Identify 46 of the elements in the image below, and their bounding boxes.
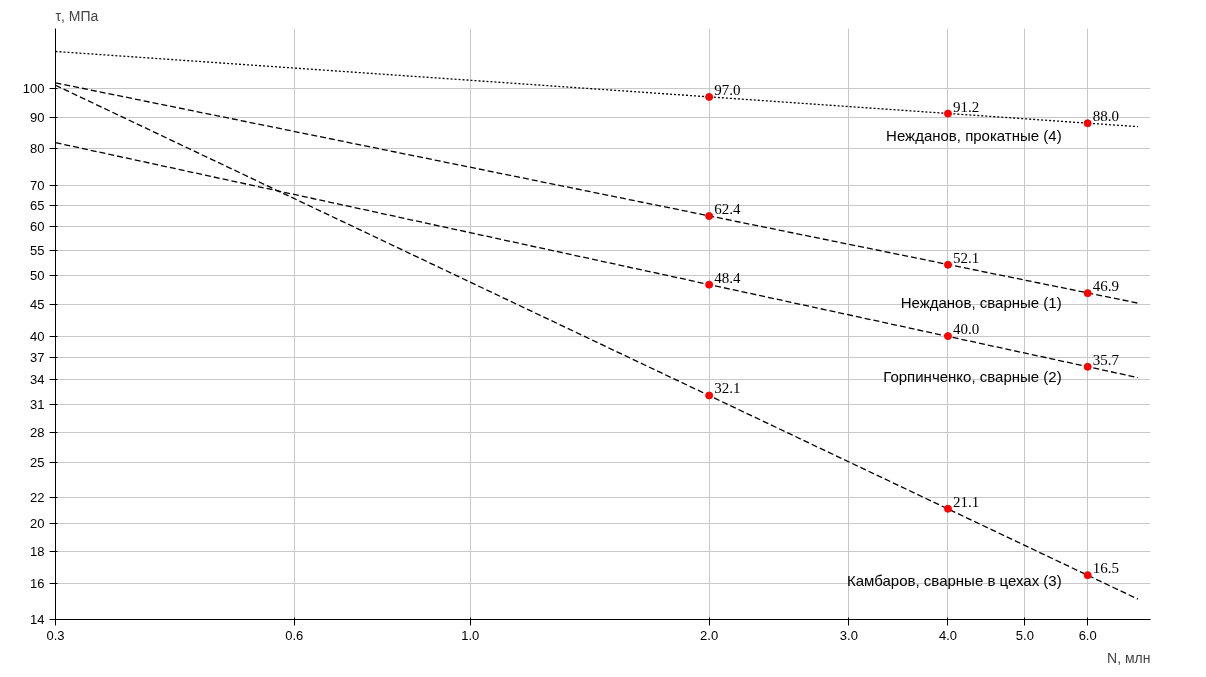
y-tick-label: 25 [30, 455, 45, 471]
data-label: 48.4 [714, 269, 741, 286]
y-tick-label: 80 [30, 141, 45, 157]
series-label: Нежданов, сварные (1) [900, 294, 1062, 312]
y-tick-label: 34 [30, 372, 45, 388]
x-tick-label: 5.0 [1015, 627, 1034, 643]
y-tick-label: 16 [30, 575, 45, 591]
y-tick-label: 70 [30, 177, 45, 193]
data-label: 40.0 [952, 321, 980, 338]
x-tick-label: 0.3 [46, 627, 65, 643]
x-tick-label: 6.0 [1078, 627, 1097, 643]
y-tick-label: 31 [30, 397, 45, 413]
data-label: 16.5 [1092, 560, 1119, 577]
data-label: 32.1 [714, 380, 741, 397]
data-label: 97.0 [714, 81, 741, 98]
y-tick-label: 100 [22, 81, 45, 97]
data-label: 52.1 [952, 249, 980, 266]
x-tick-label: 0.6 [285, 627, 304, 643]
x-axis-title: N, млн [1107, 649, 1151, 666]
y-tick-label: 20 [30, 515, 45, 531]
x-tick-label: 3.0 [839, 627, 858, 643]
y-axis-title: τ, МПа [55, 7, 99, 24]
y-tick-label: 90 [30, 109, 45, 125]
data-label: 62.4 [714, 201, 741, 218]
y-tick-label: 50 [30, 268, 45, 284]
series-label: Камбаров, сварные в цехах (3) [847, 571, 1062, 589]
y-tick-label: 28 [30, 424, 45, 440]
y-tick-label: 45 [30, 296, 45, 312]
y-tick-label: 55 [30, 242, 45, 258]
y-tick-label: 22 [30, 489, 45, 505]
y-tick-label: 14 [30, 612, 45, 627]
y-tick-label: 40 [30, 328, 45, 344]
y-tick-label: 60 [30, 219, 45, 235]
y-tick-label: 18 [30, 544, 45, 560]
series-label: Нежданов, прокатные (4) [886, 126, 1062, 144]
x-tick-label: 1.0 [461, 627, 480, 643]
series-label: Горпинченко, сварные (2) [883, 367, 1062, 385]
y-tick-label: 37 [30, 349, 45, 365]
y-tick-label: 65 [30, 197, 45, 213]
x-tick-label: 4.0 [938, 627, 958, 643]
data-label: 46.9 [1092, 278, 1119, 295]
data-label: 35.7 [1092, 351, 1120, 368]
x-tick-label: 2.0 [700, 627, 719, 643]
data-label: 88.0 [1092, 108, 1119, 125]
data-label: 91.2 [952, 98, 980, 115]
data-label: 21.1 [952, 493, 980, 510]
